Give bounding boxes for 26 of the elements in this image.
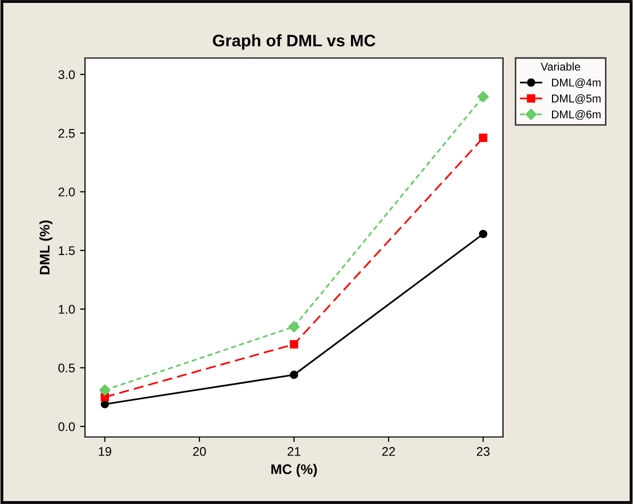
point xyxy=(478,134,488,142)
point xyxy=(478,91,489,102)
x-tick-label: 22 xyxy=(382,447,395,456)
y-tick-label: 0.5 xyxy=(58,364,75,372)
point xyxy=(99,384,110,396)
y-tick-label: 3.0 xyxy=(58,70,75,80)
x-axis-title: MC (%) xyxy=(271,464,317,477)
y-tick-label: 2.0 xyxy=(58,188,75,196)
legend-label: DML@6m xyxy=(552,110,601,120)
x-tick-label: 19 xyxy=(98,447,112,456)
point xyxy=(288,321,300,332)
y-tick-label: 1.5 xyxy=(58,246,75,256)
point xyxy=(478,230,488,238)
y-tick-label: 0.0 xyxy=(58,422,75,432)
x-tick-label: 20 xyxy=(193,447,206,456)
point xyxy=(290,370,298,379)
x-tick-label: 21 xyxy=(288,447,300,456)
legend-label: DML@5m xyxy=(552,94,601,104)
chart-title: Graph of DML vs MC xyxy=(212,34,376,50)
y-tick-label: 1.0 xyxy=(58,304,75,314)
legend-label: DML@4m xyxy=(552,78,601,88)
y-tick-label: 2.5 xyxy=(58,128,75,138)
point xyxy=(290,340,298,348)
legend-title: Variable xyxy=(540,62,580,71)
y-axis-title: DML (%) xyxy=(39,220,52,274)
x-tick-label: 23 xyxy=(476,447,490,456)
